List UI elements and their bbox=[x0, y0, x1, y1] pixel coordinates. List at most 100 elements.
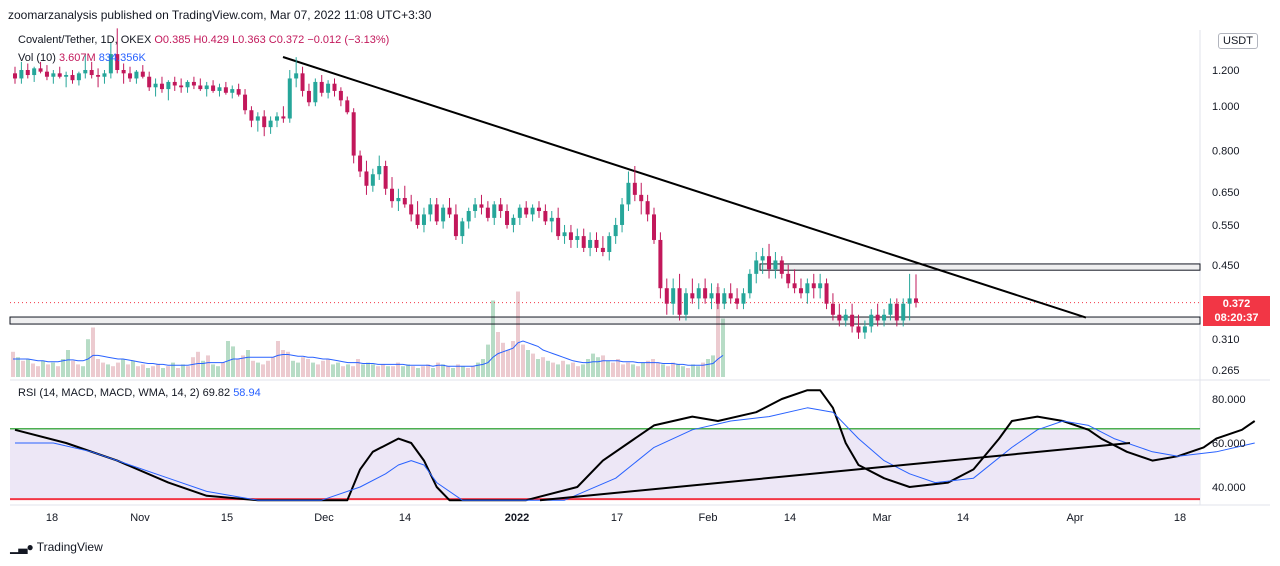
candle bbox=[281, 106, 286, 123]
candle bbox=[128, 66, 133, 82]
candle-body bbox=[581, 236, 586, 248]
candle-body bbox=[319, 81, 324, 93]
volume-bar bbox=[186, 366, 190, 377]
candle bbox=[754, 252, 759, 284]
candle-body bbox=[204, 85, 209, 90]
legend-change: −0.012 (−3.13%) bbox=[307, 34, 390, 46]
candle-body bbox=[268, 120, 273, 128]
candle bbox=[377, 155, 382, 180]
volume-bar bbox=[176, 368, 180, 377]
volume-bar bbox=[686, 368, 690, 377]
candle-body bbox=[767, 256, 772, 270]
candle-body bbox=[390, 188, 395, 202]
candle bbox=[96, 68, 101, 88]
volume-bar bbox=[231, 346, 235, 377]
candle bbox=[287, 70, 292, 123]
rsi-legend[interactable]: RSI (14, MACD, MACD, WMA, 14, 2) 69.82 5… bbox=[18, 387, 261, 399]
time-tick-label: Feb bbox=[699, 512, 718, 524]
legend-low: L0.363 bbox=[232, 34, 266, 46]
candle bbox=[607, 232, 612, 261]
candle-body bbox=[536, 207, 541, 212]
candle-body bbox=[447, 207, 452, 215]
volume-bar bbox=[246, 350, 250, 377]
candle bbox=[447, 197, 452, 218]
tradingview-footer[interactable]: ▁▃● TradingView bbox=[10, 540, 103, 554]
candle bbox=[249, 106, 254, 128]
currency-button[interactable]: USDT bbox=[1218, 33, 1258, 49]
symbol-name[interactable]: Covalent/Tether, 1D, OKEX bbox=[18, 34, 152, 46]
volume-bar bbox=[221, 362, 225, 377]
candle bbox=[485, 201, 490, 222]
candle bbox=[639, 182, 644, 215]
candle-body bbox=[351, 112, 356, 156]
volume-bar bbox=[371, 364, 375, 377]
candle-body bbox=[300, 73, 305, 91]
candle bbox=[594, 232, 599, 253]
candle bbox=[862, 320, 867, 339]
volume-bar bbox=[546, 360, 550, 377]
volume-value: 3.607M bbox=[58, 52, 96, 64]
price-tick-label: 0.310 bbox=[1212, 334, 1240, 346]
candle-body bbox=[728, 293, 733, 299]
candle-body bbox=[556, 217, 561, 237]
volume-bar bbox=[646, 360, 650, 377]
candle-body bbox=[754, 260, 759, 274]
candle bbox=[38, 61, 43, 74]
candle bbox=[473, 197, 478, 218]
candle bbox=[230, 85, 235, 99]
volume-bar bbox=[346, 364, 350, 377]
volume-bar bbox=[281, 350, 285, 377]
candle bbox=[358, 150, 363, 178]
candle bbox=[773, 252, 778, 279]
candle-body bbox=[255, 116, 260, 121]
time-tick-label: 15 bbox=[221, 512, 233, 524]
volume-bar bbox=[451, 368, 455, 377]
candle-body bbox=[830, 303, 835, 315]
volume-bar bbox=[446, 366, 450, 377]
candle bbox=[83, 54, 88, 79]
rsi-band-fill bbox=[10, 428, 1200, 500]
candle bbox=[223, 81, 228, 95]
legend-close: C0.372 bbox=[268, 34, 305, 46]
volume-legend[interactable]: Vol (10) 3.607M 834.356K bbox=[18, 52, 146, 64]
volume-bar bbox=[671, 362, 675, 377]
volume-bar bbox=[606, 360, 610, 377]
volume-bar bbox=[541, 357, 545, 377]
volume-bar bbox=[216, 366, 220, 377]
symbol-legend[interactable]: Covalent/Tether, 1D, OKEX O0.385 H0.429 … bbox=[18, 34, 389, 46]
legend-open: O0.385 bbox=[154, 34, 191, 46]
candle-body bbox=[134, 71, 139, 79]
candle bbox=[428, 197, 433, 222]
volume-bar bbox=[391, 366, 395, 377]
candle bbox=[709, 283, 714, 310]
legend-high: H0.429 bbox=[193, 34, 229, 46]
candle bbox=[850, 303, 855, 333]
candle-body bbox=[102, 73, 107, 77]
candle-body bbox=[498, 204, 503, 212]
candle bbox=[51, 70, 56, 84]
footer-brand: TradingView bbox=[36, 540, 103, 554]
candle-body bbox=[83, 70, 88, 74]
candle bbox=[243, 89, 248, 115]
candle-body bbox=[185, 81, 190, 88]
candle bbox=[313, 78, 318, 107]
last-price-value: 0.372 bbox=[1222, 298, 1251, 310]
volume-bar bbox=[481, 359, 485, 377]
candle bbox=[869, 309, 874, 333]
candle bbox=[89, 61, 94, 79]
volume-bar bbox=[586, 359, 590, 377]
candle bbox=[421, 207, 426, 233]
candle-body bbox=[588, 239, 593, 248]
volume-bar bbox=[106, 364, 110, 377]
volume-bar bbox=[146, 368, 150, 377]
candle-body bbox=[313, 81, 318, 103]
candle-body bbox=[172, 81, 177, 86]
candle bbox=[677, 273, 682, 321]
candle bbox=[211, 80, 216, 93]
volume-bar bbox=[566, 364, 570, 377]
price-tick-label: 0.650 bbox=[1212, 187, 1240, 199]
candle-body bbox=[332, 83, 337, 91]
volume-bar bbox=[211, 364, 215, 377]
candle bbox=[683, 288, 688, 321]
candle-body bbox=[441, 207, 446, 222]
